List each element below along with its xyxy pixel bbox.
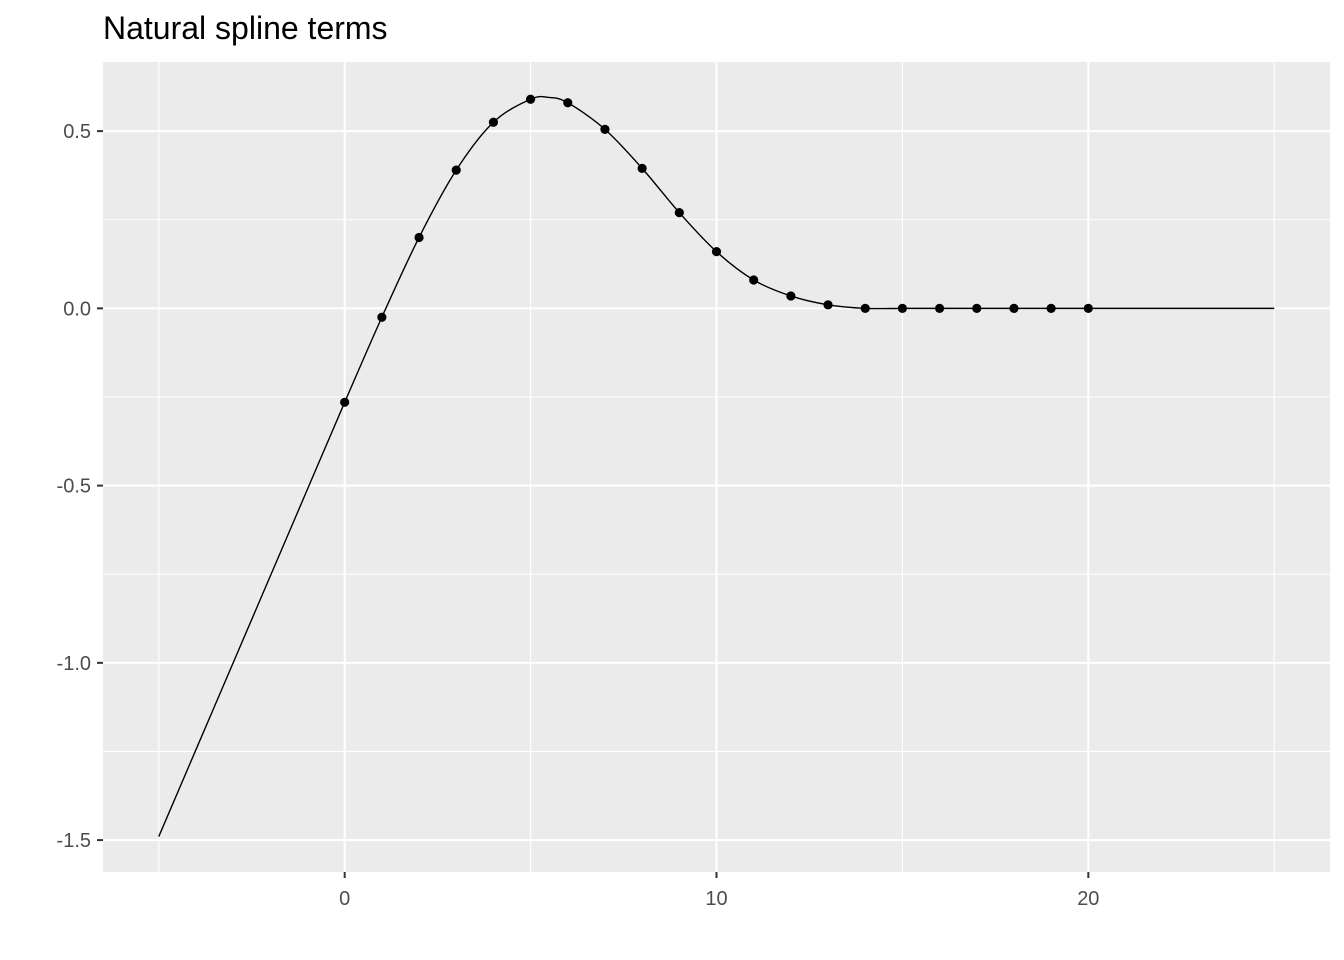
data-point [823,300,833,310]
data-point [451,165,461,175]
data-point [972,303,982,313]
data-point [637,163,647,173]
data-point [563,98,573,108]
axes: 0 10 20 -1.5 -1.0 -0.5 0.0 0.5 [57,121,1100,910]
data-point [711,247,722,257]
data-point [1046,303,1056,313]
data-point [488,117,499,127]
data-point [414,232,424,243]
data-point [1009,303,1019,313]
x-tick-label: 10 [705,888,727,910]
spline-line [158,95,1275,837]
series-layer [158,94,1275,837]
y-tick-label: -1.5 [57,830,91,852]
data-point [600,124,610,134]
data-point [674,208,684,218]
data-point [897,303,908,313]
x-tick-label: 0 [339,888,350,910]
major-gridlines [103,62,1330,872]
data-point [1083,303,1093,313]
y-tick-label: 0.5 [63,121,91,143]
chart-title: Natural spline terms [103,10,388,46]
data-point [934,303,945,313]
data-point [860,303,870,313]
y-tick-label: -0.5 [57,476,91,498]
x-tick-label: 20 [1077,888,1099,910]
data-point [749,275,759,285]
y-tick-label: 0.0 [63,298,91,320]
data-point [340,397,350,407]
data-point [377,312,387,322]
data-point [786,291,796,301]
data-point [525,94,536,104]
y-tick-label: -1.0 [57,653,91,675]
